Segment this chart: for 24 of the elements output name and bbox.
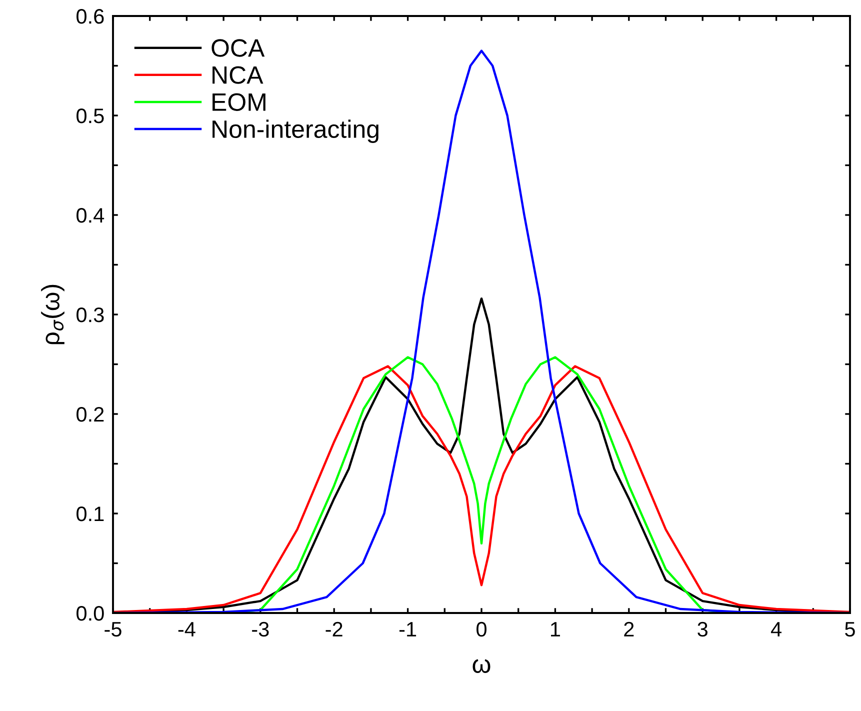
legend-label: OCA — [212, 39, 265, 57]
x-tick-label: -2 — [326, 622, 342, 636]
x-tick-label: -3 — [252, 622, 269, 637]
legend-label: EOM — [212, 93, 266, 111]
y-tick-label: 0.1 — [76, 506, 104, 522]
y-tick-label: 0.5 — [76, 108, 104, 124]
x-tick-label: 3 — [698, 622, 708, 637]
y-tick-label: 0.2 — [76, 407, 104, 422]
y-tick-label: 0.4 — [76, 208, 104, 223]
x-tick-label: 5 — [845, 622, 855, 637]
x-axis-title: ω — [472, 659, 490, 674]
x-tick-label: 4 — [770, 622, 782, 636]
x-tick-label: -4 — [178, 622, 196, 636]
x-tick-label: -1 — [399, 622, 416, 636]
x-tick-label: 1 — [550, 622, 560, 636]
x-tick-label: -5 — [104, 622, 122, 637]
y-axis-title: ρ$_{σ}$(ω) — [41, 284, 64, 344]
x-tick-label: 0 — [476, 622, 486, 637]
y-tick-label: 0.3 — [76, 308, 104, 322]
legend-label: Non-interacting — [212, 120, 378, 143]
y-tick-label: 0.6 — [76, 9, 104, 24]
x-tick-label: 2 — [624, 622, 634, 636]
legend-label: NCA — [212, 66, 264, 84]
y-tick-label: 0.0 — [76, 606, 104, 621]
